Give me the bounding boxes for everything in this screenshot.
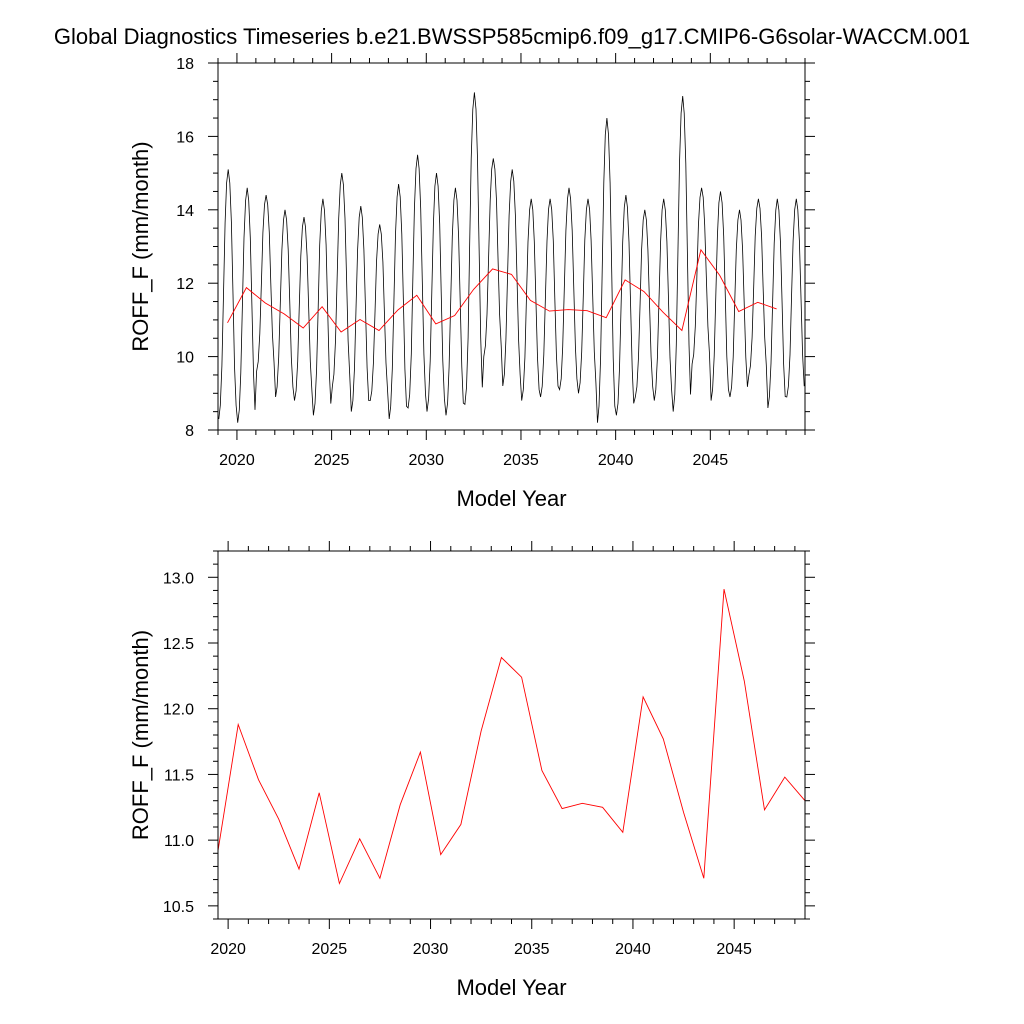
bottom-panel: 2020 2025 2030 2035 2040 2045 10.5 11.0 11.5 12.0… [128,541,815,1000]
x-tick-label: 2045 [693,452,729,469]
x-tick-label: 2030 [413,941,449,958]
y-tick-label: 12 [176,276,194,293]
x-tick-label: 2045 [716,941,752,958]
y-tick-label: 14 [176,203,194,220]
y-tick-label: 10 [176,350,194,367]
x-tick-label: 2020 [210,941,246,958]
y-tick-label: 12.5 [163,636,194,653]
y-tick-label: 11.0 [164,833,194,850]
y-axis-title: ROFF_F (mm/month) [128,141,153,351]
plot-frame [217,550,806,920]
y-tick-label: 10.5 [163,899,194,916]
y-tick-label: 11.5 [164,767,194,784]
x-tick-label: 2040 [615,941,651,958]
x-tick-label: 2025 [312,941,348,958]
x-tick-label: 2035 [503,452,539,469]
x-tick-label: 2030 [408,452,444,469]
chart-title: Global Diagnostics Timeseries b.e21.BWSS… [53,24,971,49]
x-tick-label: 2020 [219,452,255,469]
series-line-monthly [218,92,805,423]
y-tick-label: 8 [185,423,194,440]
x-tick-label: 2035 [514,941,550,958]
y-axis-title: ROFF_F (mm/month) [128,630,153,840]
y-tick-label: 16 [176,129,194,146]
x-tick-label: 2025 [314,452,350,469]
x-tick-label: 2040 [598,452,634,469]
x-axis-title: Model Year [456,975,566,1000]
series-line-annual-mean [227,248,777,333]
x-axis-title: Model Year [456,486,566,511]
series-line-annual-mean [217,589,806,885]
y-tick-label: 13.0 [163,570,194,587]
y-tick-label: 12.0 [163,702,194,719]
y-tick-label: 18 [176,56,194,73]
top-panel: 2020 2025 2030 2035 2040 2045 8 10 12 14 16 18 Model… [128,53,815,511]
